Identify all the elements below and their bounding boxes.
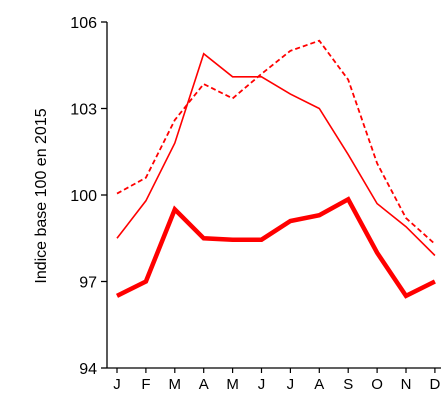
x-tick-label: J: [258, 376, 266, 393]
series-line-thin-solid: [116, 52, 436, 257]
x-tick-label: A: [314, 376, 324, 393]
y-tick-label: 100: [70, 188, 97, 205]
y-tick-label: 103: [70, 102, 97, 119]
y-tick-label: 94: [79, 361, 97, 378]
y-tick-labels: 94 97 100 103 106: [70, 15, 97, 378]
x-tick-label: J: [287, 376, 295, 393]
axes: [101, 21, 441, 373]
y-tick-label: 106: [70, 15, 97, 32]
series-lines: [115, 39, 436, 299]
x-tick-label: O: [371, 376, 383, 393]
x-tick-label: M: [226, 376, 239, 393]
y-tick-label: 97: [79, 275, 97, 292]
x-tick-label: F: [141, 376, 150, 393]
x-tick-label: S: [343, 376, 353, 393]
x-tick-label: M: [169, 376, 182, 393]
x-tick-label: A: [199, 376, 209, 393]
x-tick-label: D: [429, 376, 440, 393]
x-tick-label: N: [401, 376, 412, 393]
x-tick-label: J: [113, 376, 121, 393]
series-line-thick-solid: [115, 196, 436, 299]
y-axis-title: Indice base 100 en 2015: [33, 108, 50, 283]
series-line-thin-dashed: [116, 39, 436, 245]
